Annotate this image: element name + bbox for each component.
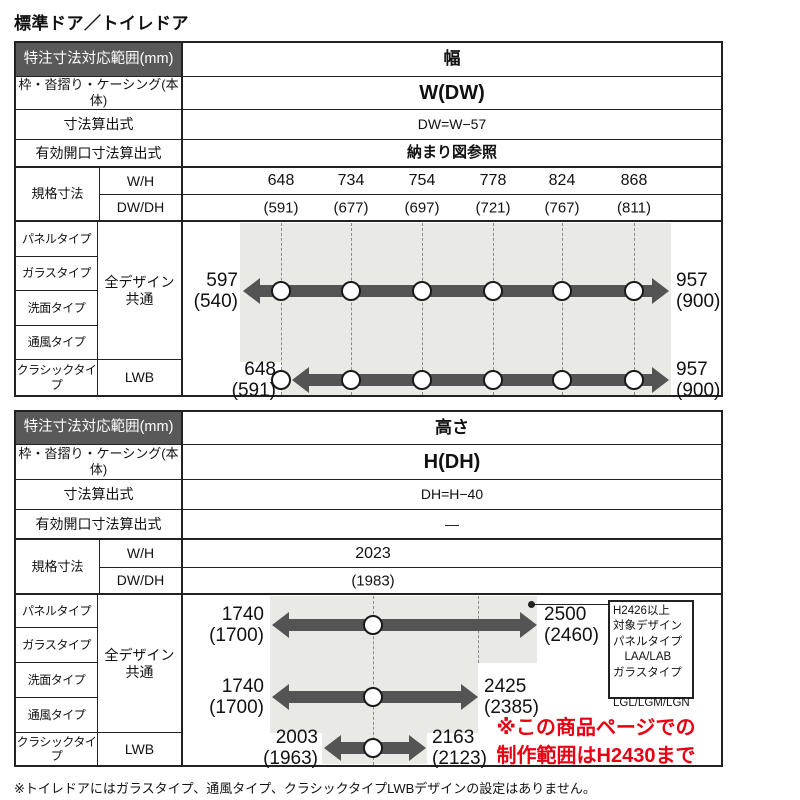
grid-dashline (351, 223, 352, 395)
grid-dashline (634, 223, 635, 395)
range-arrow-tall-designs (272, 612, 537, 638)
toilet-door-footnote: ※トイレドアにはガラスタイプ、通風タイプ、クラシックタイプLWBデザインの設定は… (14, 781, 596, 796)
dwdh-value: (591) (263, 199, 299, 216)
wh-value: 648 (267, 172, 295, 189)
size-marker-circle (363, 687, 383, 707)
opening-value-cell: 納まり図参照 (183, 140, 721, 168)
size-marker-circle (341, 281, 361, 301)
height-spec-table: 特注寸法対応範囲(mm) 高さ 枠・沓摺り・ケーシング(本体) H(DH) 寸法… (14, 410, 723, 769)
grid-dashline (281, 223, 282, 395)
callout-leader-line (533, 604, 608, 605)
header-label-cell: 特注寸法対応範囲(mm) (16, 412, 183, 445)
size-marker-circle (363, 615, 383, 635)
range-min-label: 597 (540) (193, 270, 238, 312)
dwdh-label-cell: DW/DH (100, 195, 183, 222)
range-min-label: 1740 (1700) (209, 604, 264, 646)
range-min-label: 648 (591) (231, 359, 276, 401)
frame-value-cell: H(DH) (183, 445, 721, 480)
grid-dashline (493, 223, 494, 395)
dwdh-value: (721) (475, 199, 511, 216)
callout-leader-dot (528, 601, 535, 608)
wh-values-row: 648 734 754 778 824 868 (183, 168, 721, 195)
page-title: 標準ドア／トイレドア (14, 14, 189, 33)
wh-value: 778 (479, 172, 507, 189)
grid-dashline (562, 223, 563, 395)
range-min-label: 2003 (1963) (263, 727, 318, 769)
type-label-panel: パネルタイプ (16, 222, 98, 257)
size-marker-circle (624, 281, 644, 301)
type-label-classic: クラシックタイプ (16, 733, 98, 765)
wh-label-cell: W/H (100, 168, 183, 195)
size-marker-circle (483, 370, 503, 390)
size-marker-circle (412, 370, 432, 390)
width-spec-table: 特注寸法対応範囲(mm) 幅 枠・沓摺り・ケーシング(本体) W(DW) 寸法算… (14, 41, 723, 401)
formula-label-cell: 寸法算出式 (16, 480, 183, 510)
axis-header-cell: 幅 (183, 43, 721, 77)
design-common-cell: 全デザイン 共通 (98, 222, 183, 360)
dwdh-values-row: (591) (677) (697) (721) (767) (811) (183, 195, 721, 222)
formula-label-cell: 寸法算出式 (16, 110, 183, 140)
standard-size-label-cell: 規格寸法 (16, 540, 100, 595)
type-label-glass: ガラスタイプ (16, 257, 98, 291)
grid-dashline (373, 596, 374, 765)
range-max-label: 2500 (2460) (544, 604, 599, 646)
wh-label-cell: W/H (100, 540, 183, 568)
grid-dashline (422, 223, 423, 395)
standard-size-label-cell: 規格寸法 (16, 168, 100, 222)
lwb-cell: LWB (98, 733, 183, 765)
range-max-label: 2163 (2123) (432, 727, 487, 769)
formula-value-cell: DW=W−57 (183, 110, 721, 140)
wh-value: 754 (408, 172, 436, 189)
size-marker-circle (552, 370, 572, 390)
size-marker-circle (341, 370, 361, 390)
type-label-panel: パネルタイプ (16, 595, 98, 628)
size-marker-circle (271, 370, 291, 390)
opening-label-cell: 有効開口寸法算出式 (16, 140, 183, 168)
type-label-washroom: 洗面タイプ (16, 663, 98, 698)
production-limit-note: ※この商品ページでの 制作範囲はH2430まで (496, 717, 696, 767)
design-common-cell: 全デザイン 共通 (98, 595, 183, 733)
type-label-washroom: 洗面タイプ (16, 291, 98, 326)
range-min-label: 1740 (1700) (209, 676, 264, 718)
wh-value: 824 (548, 172, 576, 189)
opening-value-cell: — (183, 510, 721, 540)
size-marker-circle (552, 281, 572, 301)
dwdh-value: (811) (617, 199, 651, 216)
size-marker-circle (624, 370, 644, 390)
dwdh-values-row: (1983) (183, 568, 721, 595)
size-marker-circle (271, 281, 291, 301)
frame-label-cell: 枠・沓摺り・ケーシング(本体) (16, 77, 183, 110)
type-label-glass: ガラスタイプ (16, 628, 98, 663)
wh-value: 734 (337, 172, 365, 189)
type-label-classic: クラシックタイプ (16, 360, 98, 395)
dwdh-value: (697) (404, 199, 440, 216)
wh-value: 868 (620, 172, 648, 189)
lwb-cell: LWB (98, 360, 183, 395)
header-label-cell: 特注寸法対応範囲(mm) (16, 43, 183, 77)
axis-header-cell: 高さ (183, 412, 721, 445)
dwdh-label-cell: DW/DH (100, 568, 183, 595)
range-max-label: 2425 (2385) (484, 676, 539, 718)
size-marker-circle (412, 281, 432, 301)
frame-value-cell: W(DW) (183, 77, 721, 110)
dwdh-value: (767) (544, 199, 580, 216)
frame-label-cell: 枠・沓摺り・ケーシング(本体) (16, 445, 183, 480)
type-label-vent: 通風タイプ (16, 698, 98, 733)
dwdh-value: (1983) (351, 572, 395, 589)
wh-value: 2023 (355, 544, 391, 562)
formula-value-cell: DH=H−40 (183, 480, 721, 510)
tall-design-callout-box: H2426以上 対象デザイン パネルタイプ LAA/LAB ガラスタイプ LGL… (608, 600, 694, 709)
opening-label-cell: 有効開口寸法算出式 (16, 510, 183, 540)
range-max-label: 957 (900) (676, 270, 721, 312)
size-marker-circle (363, 738, 383, 758)
range-arrow-all-designs (243, 278, 669, 304)
wh-values-row: 2023 (183, 540, 721, 568)
dwdh-value: (677) (333, 199, 369, 216)
size-marker-circle (483, 281, 503, 301)
range-max-label: 957 (900) (676, 359, 721, 401)
type-label-vent: 通風タイプ (16, 326, 98, 360)
